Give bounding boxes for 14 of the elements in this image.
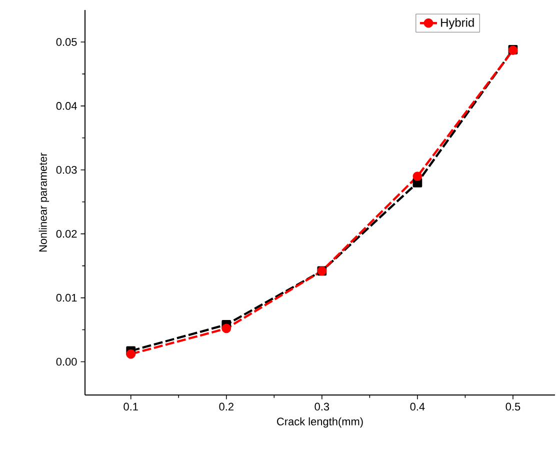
y-tick-label: 0.01: [56, 294, 77, 302]
legend-label: Hybrid: [441, 18, 474, 30]
y-tick-label: 0.04: [56, 102, 77, 110]
x-axis-title: Crack length(mm): [277, 417, 363, 428]
x-tick-label: 0.3: [314, 402, 330, 411]
y-tick-label: 0.00: [56, 358, 77, 366]
x-tick-label: 0.2: [219, 402, 234, 411]
y-tick-label: 0.02: [56, 230, 77, 238]
y-tick-label: 0.05: [56, 38, 77, 46]
y-tick-label: 0.03: [56, 166, 77, 174]
x-tick-label: 0.4: [410, 402, 425, 411]
y-axis-title: Nonlinear parameter: [38, 152, 50, 252]
x-tick-label: 0.1: [124, 402, 138, 411]
x-tick-label: 0.5: [506, 402, 520, 411]
